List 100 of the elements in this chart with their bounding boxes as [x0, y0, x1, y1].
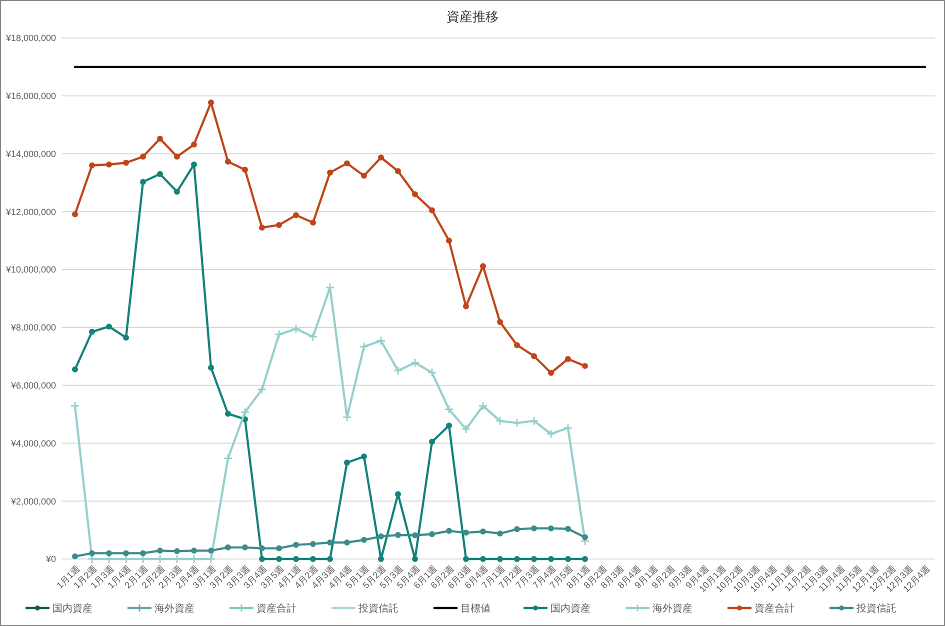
- point: [548, 525, 554, 532]
- point: [378, 154, 384, 161]
- point: [497, 318, 503, 325]
- point: [344, 540, 350, 546]
- point: [208, 548, 214, 554]
- point: [225, 410, 231, 417]
- point: [140, 550, 146, 556]
- point: [89, 328, 95, 335]
- point: [480, 556, 486, 562]
- point: [310, 220, 316, 226]
- point: [446, 238, 452, 244]
- point: [548, 556, 554, 562]
- point: [106, 161, 112, 168]
- point: [224, 454, 232, 462]
- point: [446, 528, 452, 534]
- point: [514, 526, 520, 532]
- point: [71, 402, 79, 410]
- point: [242, 166, 248, 173]
- point: [140, 154, 146, 160]
- point: [293, 542, 299, 548]
- point: [191, 161, 197, 168]
- legend-label: 国内資産: [52, 602, 92, 614]
- point: [140, 178, 146, 185]
- point: [174, 188, 180, 195]
- y-tick-label: ¥0: [44, 554, 56, 564]
- point: [157, 136, 163, 142]
- point: [582, 362, 588, 369]
- point: [106, 324, 112, 330]
- point: [327, 170, 333, 176]
- point: [259, 556, 265, 562]
- point: [72, 211, 78, 218]
- legend-label: 国内資産: [550, 602, 590, 614]
- y-tick-label: ¥18,000,000: [4, 33, 56, 44]
- point: [564, 424, 572, 432]
- point: [582, 534, 588, 540]
- point: [106, 550, 112, 556]
- point: [225, 544, 231, 550]
- legend-label: 海外資産: [652, 602, 692, 614]
- point: [429, 531, 435, 538]
- point: [531, 353, 537, 360]
- point: [445, 405, 453, 414]
- legend-label: 資産合計: [754, 602, 794, 614]
- point: [293, 556, 299, 562]
- point: [123, 160, 129, 166]
- point: [310, 540, 316, 547]
- y-tick-label: ¥10,000,000: [4, 264, 56, 275]
- point: [89, 550, 95, 556]
- y-tick-label: ¥2,000,000: [10, 496, 56, 506]
- point: [344, 160, 350, 166]
- legend-label: 目標値: [460, 602, 490, 614]
- point: [531, 525, 537, 532]
- point: [276, 222, 282, 228]
- point: [327, 556, 333, 562]
- point: [327, 540, 333, 546]
- point: [72, 366, 78, 372]
- y-tick-label: ¥8,000,000: [10, 322, 56, 333]
- point: [309, 332, 317, 341]
- point: [123, 550, 129, 556]
- point: [361, 454, 367, 460]
- point: [395, 491, 401, 498]
- point: [259, 224, 265, 231]
- point: [463, 303, 469, 310]
- point: [412, 532, 418, 538]
- point: [479, 402, 487, 410]
- point: [361, 536, 367, 543]
- point: [276, 545, 282, 552]
- point: [411, 358, 419, 367]
- point: [496, 416, 504, 425]
- point: [276, 556, 282, 562]
- point: [530, 416, 538, 425]
- legend-label: 投資信託: [358, 602, 398, 614]
- point: [565, 556, 571, 562]
- point: [361, 172, 367, 179]
- point: [174, 548, 180, 554]
- point: [378, 533, 384, 540]
- y-tick-label: ¥4,000,000: [10, 438, 56, 448]
- point: [191, 548, 197, 554]
- legend-label: 投資信託: [856, 602, 896, 614]
- point: [191, 142, 197, 148]
- point: [480, 528, 486, 535]
- point: [123, 334, 129, 341]
- point: [259, 545, 265, 552]
- point: [72, 553, 78, 560]
- chart-title: 資産推移: [446, 9, 498, 24]
- y-tick-label: ¥16,000,000: [4, 91, 56, 102]
- point: [275, 330, 283, 338]
- point: [310, 556, 316, 562]
- y-tick-label: ¥12,000,000: [4, 206, 56, 217]
- point: [428, 368, 436, 377]
- point: [463, 556, 469, 562]
- point: [395, 532, 401, 538]
- point: [89, 162, 95, 168]
- point: [565, 526, 571, 532]
- point: [582, 556, 588, 562]
- point: [225, 158, 231, 165]
- point: [497, 556, 503, 562]
- point: [548, 370, 554, 376]
- y-tick-label: ¥6,000,000: [10, 380, 56, 390]
- legend-label: 海外資産: [154, 602, 194, 614]
- point: [395, 168, 401, 174]
